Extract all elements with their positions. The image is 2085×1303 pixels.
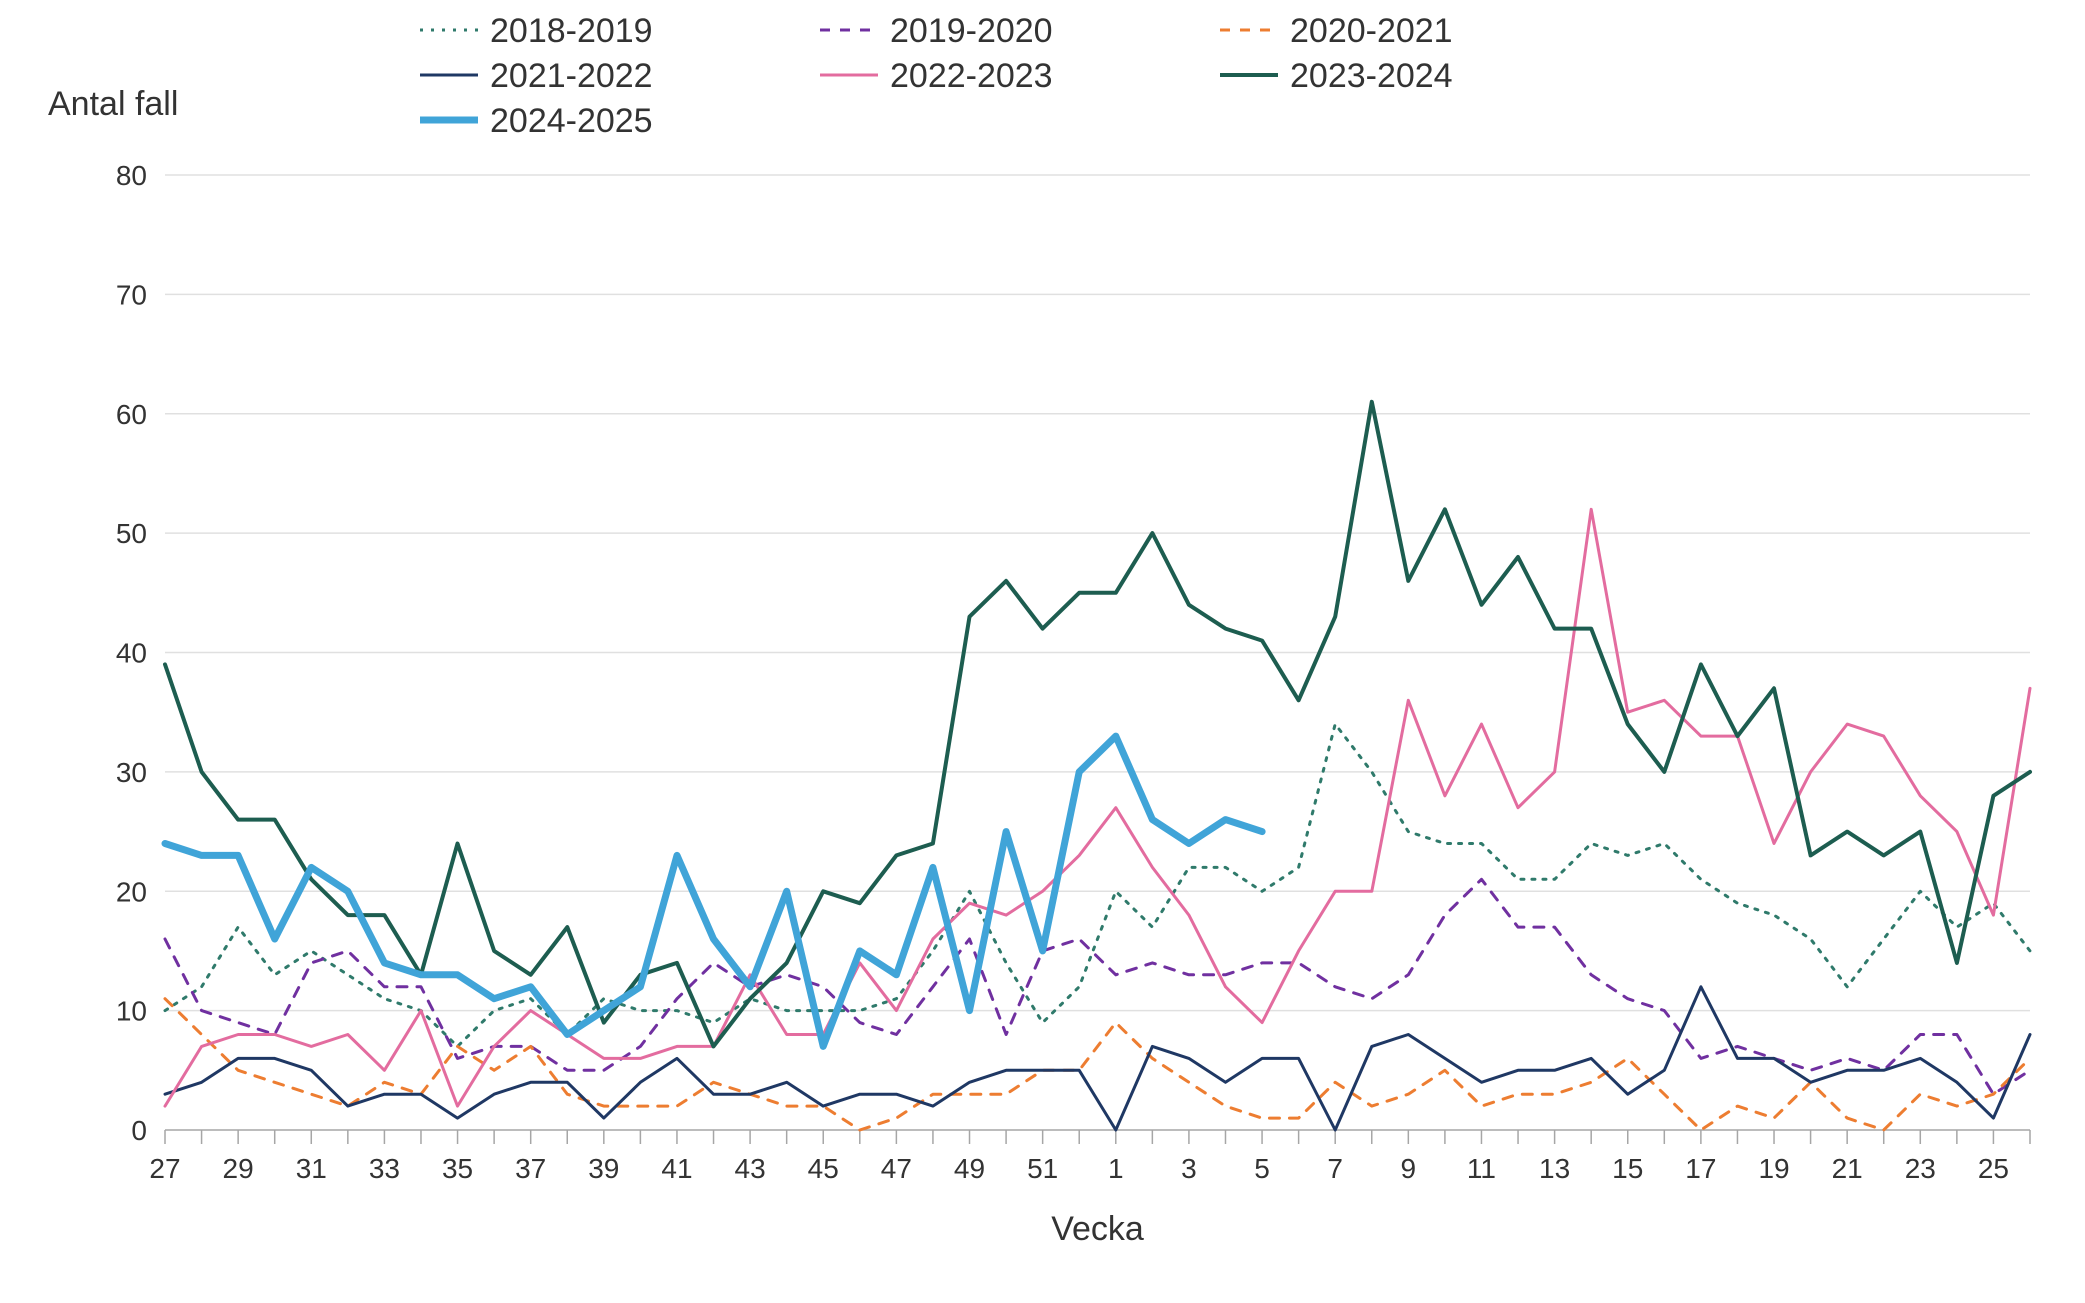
y-tick-label: 0	[131, 1115, 147, 1146]
x-tick-label: 13	[1539, 1153, 1570, 1184]
x-tick-label: 7	[1327, 1153, 1343, 1184]
x-tick-label: 39	[588, 1153, 619, 1184]
x-tick-label: 35	[442, 1153, 473, 1184]
x-tick-label: 41	[661, 1153, 692, 1184]
legend-label: 2019-2020	[890, 12, 1053, 50]
x-tick-label: 3	[1181, 1153, 1197, 1184]
x-tick-label: 31	[296, 1153, 327, 1184]
x-tick-label: 9	[1401, 1153, 1417, 1184]
x-tick-label: 27	[149, 1153, 180, 1184]
legend-label: 2020-2021	[1290, 12, 1453, 50]
x-tick-label: 49	[954, 1153, 985, 1184]
y-tick-label: 60	[116, 399, 147, 430]
y-axis-title: Antal fall	[48, 85, 178, 123]
y-tick-label: 80	[116, 160, 147, 191]
y-tick-label: 20	[116, 876, 147, 907]
x-tick-label: 47	[881, 1153, 912, 1184]
x-tick-label: 29	[223, 1153, 254, 1184]
chart-container: 0102030405060708027293133353739414345474…	[0, 0, 2085, 1303]
y-tick-label: 10	[116, 996, 147, 1027]
y-tick-label: 40	[116, 638, 147, 669]
x-tick-label: 1	[1108, 1153, 1124, 1184]
y-tick-label: 70	[116, 279, 147, 310]
y-tick-label: 50	[116, 518, 147, 549]
x-tick-label: 21	[1832, 1153, 1863, 1184]
x-tick-label: 11	[1467, 1153, 1496, 1184]
x-tick-label: 51	[1027, 1153, 1058, 1184]
legend-label: 2021-2022	[490, 57, 653, 95]
x-tick-label: 19	[1758, 1153, 1789, 1184]
x-tick-label: 45	[808, 1153, 839, 1184]
legend-label: 2018-2019	[490, 12, 653, 50]
x-tick-label: 15	[1612, 1153, 1643, 1184]
x-axis-title: Vecka	[1051, 1210, 1144, 1248]
x-tick-label: 25	[1978, 1153, 2009, 1184]
legend-label: 2024-2025	[490, 102, 653, 140]
legend-label: 2023-2024	[1290, 57, 1453, 95]
legend-label: 2022-2023	[890, 57, 1053, 95]
x-tick-label: 17	[1685, 1153, 1716, 1184]
x-tick-label: 37	[515, 1153, 546, 1184]
line-chart: 0102030405060708027293133353739414345474…	[0, 0, 2085, 1303]
x-tick-label: 43	[735, 1153, 766, 1184]
y-tick-label: 30	[116, 757, 147, 788]
x-tick-label: 23	[1905, 1153, 1936, 1184]
x-tick-label: 5	[1254, 1153, 1270, 1184]
x-tick-label: 33	[369, 1153, 400, 1184]
